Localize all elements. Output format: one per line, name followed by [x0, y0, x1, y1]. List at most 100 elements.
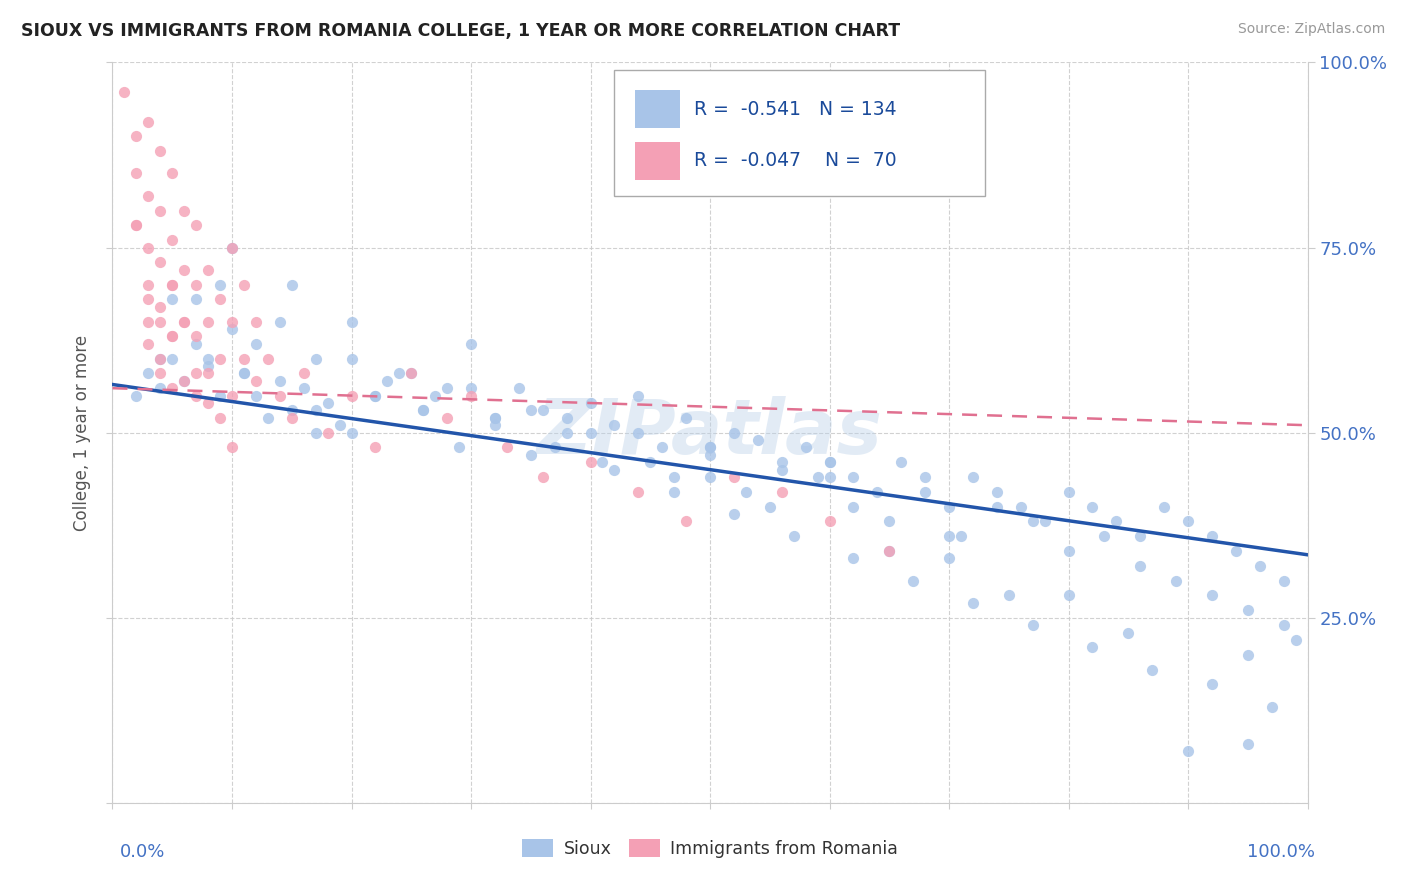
Point [1118, 625, 1140, 640]
Text: SIOUX VS IMMIGRANTS FROM ROMANIA COLLEGE, 1 YEAR OR MORE CORRELATION CHART: SIOUX VS IMMIGRANTS FROM ROMANIA COLLEGE… [21, 22, 900, 40]
Point [245, 336, 267, 351]
Point [879, 544, 901, 558]
Point [186, 293, 208, 307]
Point [699, 441, 721, 455]
Point [1022, 618, 1045, 632]
Point [388, 367, 411, 381]
Point [879, 515, 901, 529]
Point [269, 388, 291, 402]
Point [747, 433, 769, 447]
Point [962, 470, 984, 484]
Point [412, 403, 434, 417]
Point [460, 336, 482, 351]
Point [723, 470, 745, 484]
Point [138, 367, 160, 381]
Point [460, 381, 482, 395]
Point [138, 240, 160, 255]
Point [162, 293, 183, 307]
Point [197, 262, 219, 277]
Point [770, 484, 793, 499]
Point [209, 351, 232, 366]
Point [699, 448, 721, 462]
Point [842, 470, 865, 484]
Point [914, 470, 936, 484]
Point [962, 596, 984, 610]
Point [401, 367, 423, 381]
Point [186, 277, 208, 292]
Point [149, 145, 172, 159]
Point [162, 329, 183, 343]
Point [162, 233, 183, 247]
Point [543, 441, 565, 455]
Point [162, 277, 183, 292]
Point [138, 188, 160, 202]
Point [460, 388, 482, 402]
Point [364, 388, 387, 402]
Point [675, 410, 697, 425]
Point [555, 425, 578, 440]
Point [1285, 632, 1308, 647]
Point [221, 240, 243, 255]
Point [233, 351, 256, 366]
Point [233, 367, 256, 381]
Point [603, 462, 626, 476]
Point [292, 381, 315, 395]
Point [221, 240, 243, 255]
Point [818, 470, 841, 484]
Point [138, 114, 160, 128]
Point [903, 574, 925, 588]
Point [651, 441, 673, 455]
Point [305, 403, 328, 417]
Point [723, 507, 745, 521]
Point [998, 589, 1021, 603]
Point [1010, 500, 1032, 514]
Point [1249, 558, 1271, 573]
Point [173, 374, 195, 388]
Point [782, 529, 804, 543]
Point [1177, 744, 1199, 758]
Point [186, 219, 208, 233]
Point [664, 484, 686, 499]
FancyBboxPatch shape [614, 70, 986, 195]
Point [1081, 500, 1104, 514]
Point [329, 418, 352, 433]
Point [1153, 500, 1175, 514]
Point [233, 367, 256, 381]
Point [245, 374, 267, 388]
Point [1057, 544, 1080, 558]
Y-axis label: College, 1 year or more: College, 1 year or more [73, 334, 91, 531]
Point [1225, 544, 1247, 558]
Point [950, 529, 973, 543]
Point [1081, 640, 1104, 655]
Point [114, 85, 135, 99]
Point [1201, 589, 1223, 603]
Point [221, 441, 243, 455]
Point [377, 374, 399, 388]
Point [986, 500, 1008, 514]
Point [221, 388, 243, 402]
Point [197, 396, 219, 410]
Point [520, 448, 543, 462]
Point [1142, 663, 1164, 677]
Point [436, 381, 458, 395]
Point [173, 203, 195, 218]
Point [138, 293, 160, 307]
Point [186, 329, 208, 343]
Point [149, 314, 172, 328]
Legend: Sioux, Immigrants from Romania: Sioux, Immigrants from Romania [515, 832, 905, 864]
Point [186, 336, 208, 351]
Point [340, 351, 363, 366]
Point [125, 388, 148, 402]
Point [1272, 618, 1295, 632]
Point [173, 314, 195, 328]
Point [149, 203, 172, 218]
Point [579, 455, 602, 469]
Point [149, 381, 172, 395]
Point [866, 484, 889, 499]
Point [627, 388, 650, 402]
Point [125, 219, 148, 233]
Point [340, 425, 363, 440]
Point [675, 515, 697, 529]
Point [664, 470, 686, 484]
Point [818, 515, 841, 529]
